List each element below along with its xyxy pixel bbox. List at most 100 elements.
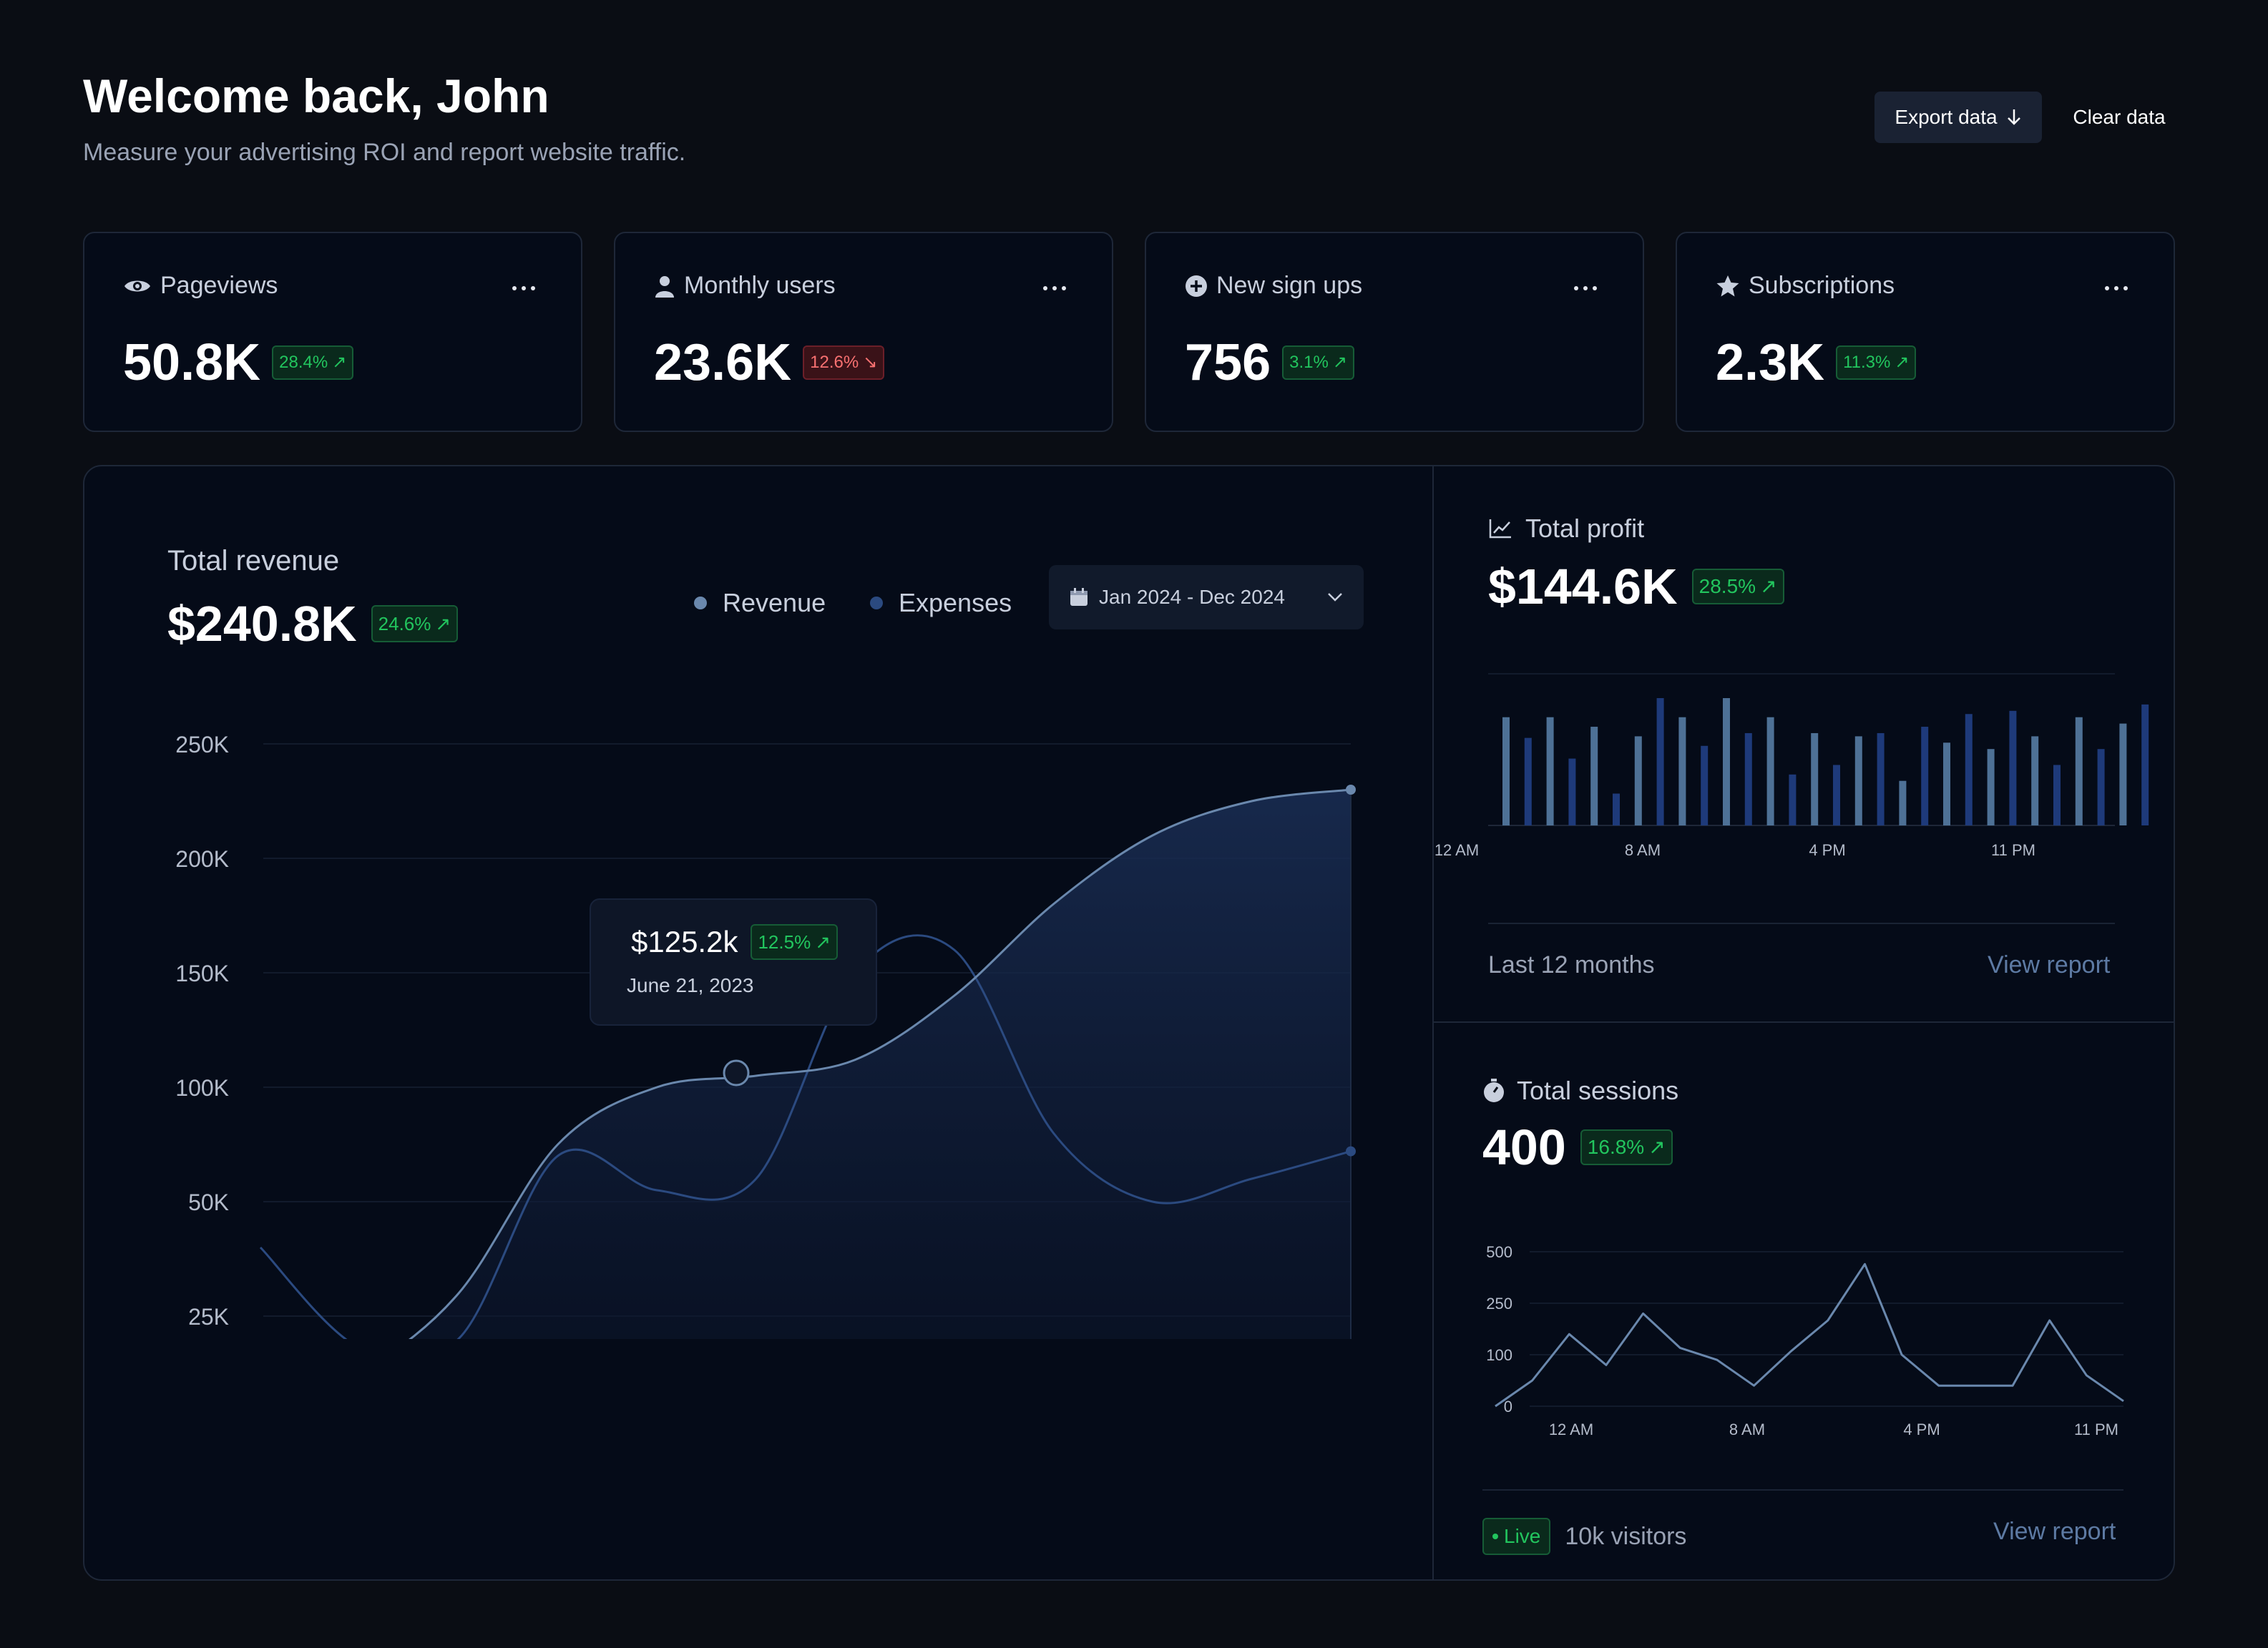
more-options-icon[interactable] <box>1574 286 1597 290</box>
revenue-line <box>409 788 1351 1339</box>
profit-bar <box>1766 717 1774 825</box>
panel-divider-horizontal <box>1432 1021 2174 1023</box>
legend-revenue: Revenue <box>694 588 826 618</box>
stopwatch-icon <box>1484 1079 1504 1102</box>
expenses-line <box>259 934 1351 1339</box>
profit-value: $144.6K <box>1488 559 1678 614</box>
highlight-point <box>723 1059 750 1087</box>
sessions-view-report-link[interactable]: View report <box>1993 1518 2116 1545</box>
profit-bar <box>2031 736 2039 825</box>
profit-bar <box>1656 698 1664 825</box>
change-value: 16.8% <box>1587 1136 1645 1158</box>
profit-bar <box>1811 732 1819 825</box>
clear-data-button[interactable]: Clear data <box>2056 92 2182 143</box>
x-tick-label: 12 AM <box>1434 841 1479 859</box>
arrow-down-right-icon: ↘ <box>863 353 878 372</box>
profit-bar <box>1546 717 1554 825</box>
profit-bar <box>1723 698 1730 825</box>
arrow-up-right-icon: ↗ <box>1332 353 1347 372</box>
profit-bar <box>1678 717 1686 825</box>
legend-swatch <box>694 597 707 609</box>
sessions-title: Total sessions <box>1517 1076 1679 1105</box>
live-badge: Live <box>1482 1518 1551 1555</box>
change-badge: 12.6% ↘ <box>803 345 885 380</box>
more-options-icon[interactable] <box>1043 286 1066 290</box>
chart-tooltip: $125.2k 12.5% ↗ June 21, 2023 <box>590 898 877 1026</box>
export-data-button[interactable]: Export data <box>1874 92 2042 143</box>
date-range-label: Jan 2024 - Dec 2024 <box>1099 586 1285 608</box>
x-tick-label: 11 PM <box>1991 841 2035 859</box>
export-data-label: Export data <box>1895 106 1998 128</box>
profit-bar <box>1877 732 1885 825</box>
metric-label: Pageviews <box>160 272 278 299</box>
x-tick-label: 8 AM <box>1625 841 1661 859</box>
profit-bar <box>1854 736 1862 825</box>
visitors-count: 10k visitors <box>1565 1522 1687 1550</box>
metric-card-subscriptions: Subscriptions 2.3K 11.3% ↗ <box>1676 232 2175 432</box>
change-value: 24.6% <box>378 613 431 634</box>
panel-divider <box>1432 466 1434 1579</box>
change-value: 11.3% <box>1843 353 1891 372</box>
x-tick-label: 12 AM <box>1549 1421 1593 1438</box>
change-badge: 12.5% ↗ <box>751 924 838 960</box>
change-badge: 24.6% ↗ <box>371 605 459 642</box>
arrow-up-right-icon: ↗ <box>435 613 451 634</box>
change-badge: 28.4% ↗ <box>272 345 354 380</box>
profit-footer-divider <box>1488 923 2115 924</box>
live-row: Live 10k visitors <box>1482 1518 1686 1555</box>
change-value: 12.5% <box>758 931 811 953</box>
profit-bar <box>1701 745 1709 825</box>
y-tick-label: 250 <box>1486 1295 1512 1313</box>
revenue-value-row: $240.8K 24.6% ↗ <box>167 595 459 652</box>
x-tick-label: 4 PM <box>1903 1421 1940 1438</box>
y-tick-label: 50K <box>188 1190 229 1215</box>
clear-data-label: Clear data <box>2073 106 2166 128</box>
profit-bar <box>1568 758 1576 825</box>
profit-bar <box>2009 710 2017 825</box>
main-panel: Total revenue $240.8K 24.6% ↗ Revenue Exp… <box>83 465 2175 1581</box>
y-tick-label: 0 <box>1504 1398 1512 1416</box>
y-tick-label: 100K <box>175 1075 229 1101</box>
arrow-down-icon <box>2007 109 2020 125</box>
metric-card-new-sign-ups: New sign ups 756 3.1% ↗ <box>1145 232 1644 432</box>
profit-bar <box>1899 780 1907 825</box>
arrow-up-right-icon: ↗ <box>1760 575 1777 597</box>
profit-chart: 12 AM 8 AM 4 PM 11 PM <box>1434 673 2149 859</box>
page-title: Welcome back, John <box>83 69 549 122</box>
profit-value-row: $144.6K 28.5% ↗ <box>1488 558 1784 615</box>
profit-bar <box>1502 717 1510 825</box>
sessions-chart: 500 250 100 0 12 AM 8 AM 4 PM 11 PM <box>1486 1243 2124 1438</box>
change-badge: 28.5% ↗ <box>1691 569 1784 604</box>
revenue-chart: 250K200K150K100K50K25K0KJanFebMarAprMayJ… <box>175 732 1356 1339</box>
x-tick-label: 8 AM <box>1729 1421 1765 1438</box>
profit-bar <box>1634 736 1642 825</box>
metric-card-monthly-users: Monthly users 23.6K 12.6% ↘ <box>614 232 1113 432</box>
arrow-up-right-icon: ↗ <box>815 931 831 953</box>
metric-value: 2.3K <box>1716 334 1825 391</box>
profit-bar <box>1613 793 1620 825</box>
profit-footer-label: Last 12 months <box>1488 951 1655 978</box>
profit-bar <box>2053 765 2061 825</box>
profit-bar <box>2097 749 2105 825</box>
more-options-icon[interactable] <box>2105 286 2128 290</box>
profit-title-row: Total profit <box>1488 514 1644 544</box>
trend-chart-icon <box>1489 519 1511 539</box>
arrow-up-right-icon: ↗ <box>1648 1136 1666 1158</box>
sessions-value: 400 <box>1482 1119 1566 1175</box>
legend-expenses: Expenses <box>870 588 1012 618</box>
more-options-icon[interactable] <box>512 286 535 290</box>
profit-bar <box>1943 742 1950 825</box>
profit-bar <box>1965 714 1973 825</box>
metric-label: Subscriptions <box>1749 272 1895 299</box>
y-tick-label: 25K <box>188 1304 229 1330</box>
y-tick-label: 100 <box>1486 1346 1512 1364</box>
profit-view-report-link[interactable]: View report <box>1988 951 2111 978</box>
star-icon <box>1716 275 1739 296</box>
metric-value: 23.6K <box>654 334 792 391</box>
calendar-icon <box>1070 588 1087 606</box>
expenses-end-point <box>1346 1146 1356 1157</box>
date-range-picker[interactable]: Jan 2024 - Dec 2024 <box>1049 565 1364 629</box>
eye-icon <box>124 280 150 291</box>
profit-bar <box>1789 774 1797 825</box>
metric-value: 756 <box>1185 334 1271 391</box>
